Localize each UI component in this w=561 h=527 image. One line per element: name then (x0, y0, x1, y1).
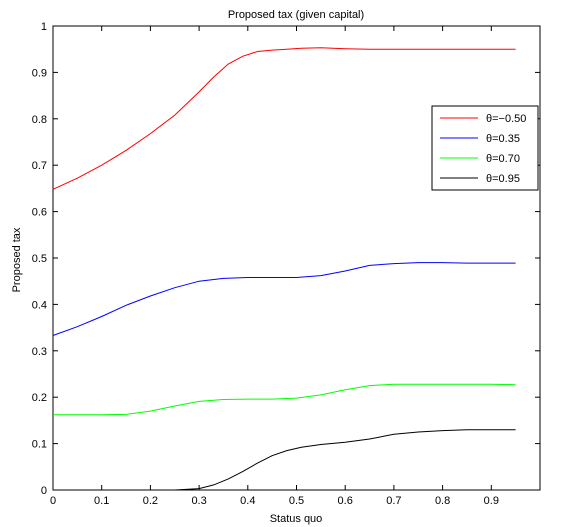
y-tick-label: 1 (41, 21, 47, 33)
x-tick-label: 0.4 (240, 495, 255, 507)
x-axis-label: Status quo (270, 513, 323, 525)
series-line-4 (53, 429, 516, 491)
x-tick-label: 0.1 (94, 495, 109, 507)
y-tick-label: 0.7 (32, 160, 47, 172)
x-tick-label: 0.3 (191, 495, 206, 507)
x-tick-label: 0.7 (386, 495, 401, 507)
x-tick-label: 0.5 (289, 495, 304, 507)
y-tick-label: 0.8 (32, 114, 47, 126)
y-tick-label: 0.1 (32, 439, 47, 451)
series-line-2 (52, 262, 516, 336)
x-tick-label: 0.2 (143, 495, 158, 507)
x-tick-label: 0 (50, 495, 56, 507)
y-tick-label: 0.6 (32, 207, 47, 219)
x-tick-label: 0.9 (484, 495, 499, 507)
y-tick-label: 0.2 (32, 392, 47, 404)
plot-area: 0 0.1 0.2 0.3 0.4 0.5 0.6 0.7 0.8 0.9 0 0.1 0.2 0.3 0.… (32, 21, 541, 507)
legend-label: θ=0.95 (486, 173, 520, 185)
series-line-1 (52, 47, 516, 190)
y-tick-label: 0.5 (32, 253, 47, 265)
y-tick-label: 0.9 (32, 67, 47, 79)
y-tick-label: 0.4 (32, 299, 47, 311)
legend-label: θ=0.35 (486, 133, 520, 145)
chart-title: Proposed tax (given capital) (228, 9, 364, 21)
legend-box (431, 105, 539, 191)
legend-label: θ=−0.50 (486, 113, 526, 125)
series-line-3 (53, 383, 516, 416)
plot-frame (52, 25, 541, 491)
x-tick-label: 0.6 (338, 495, 353, 507)
legend-label: θ=0.70 (486, 153, 520, 165)
y-axis-label: Proposed tax (11, 227, 23, 292)
x-tick-label: 0.8 (435, 495, 450, 507)
legend: θ=−0.50 θ=0.35 θ=0.70 θ=0.95 (431, 105, 539, 191)
y-tick-label: 0.3 (32, 346, 47, 358)
y-tick-label: 0 (41, 485, 47, 497)
